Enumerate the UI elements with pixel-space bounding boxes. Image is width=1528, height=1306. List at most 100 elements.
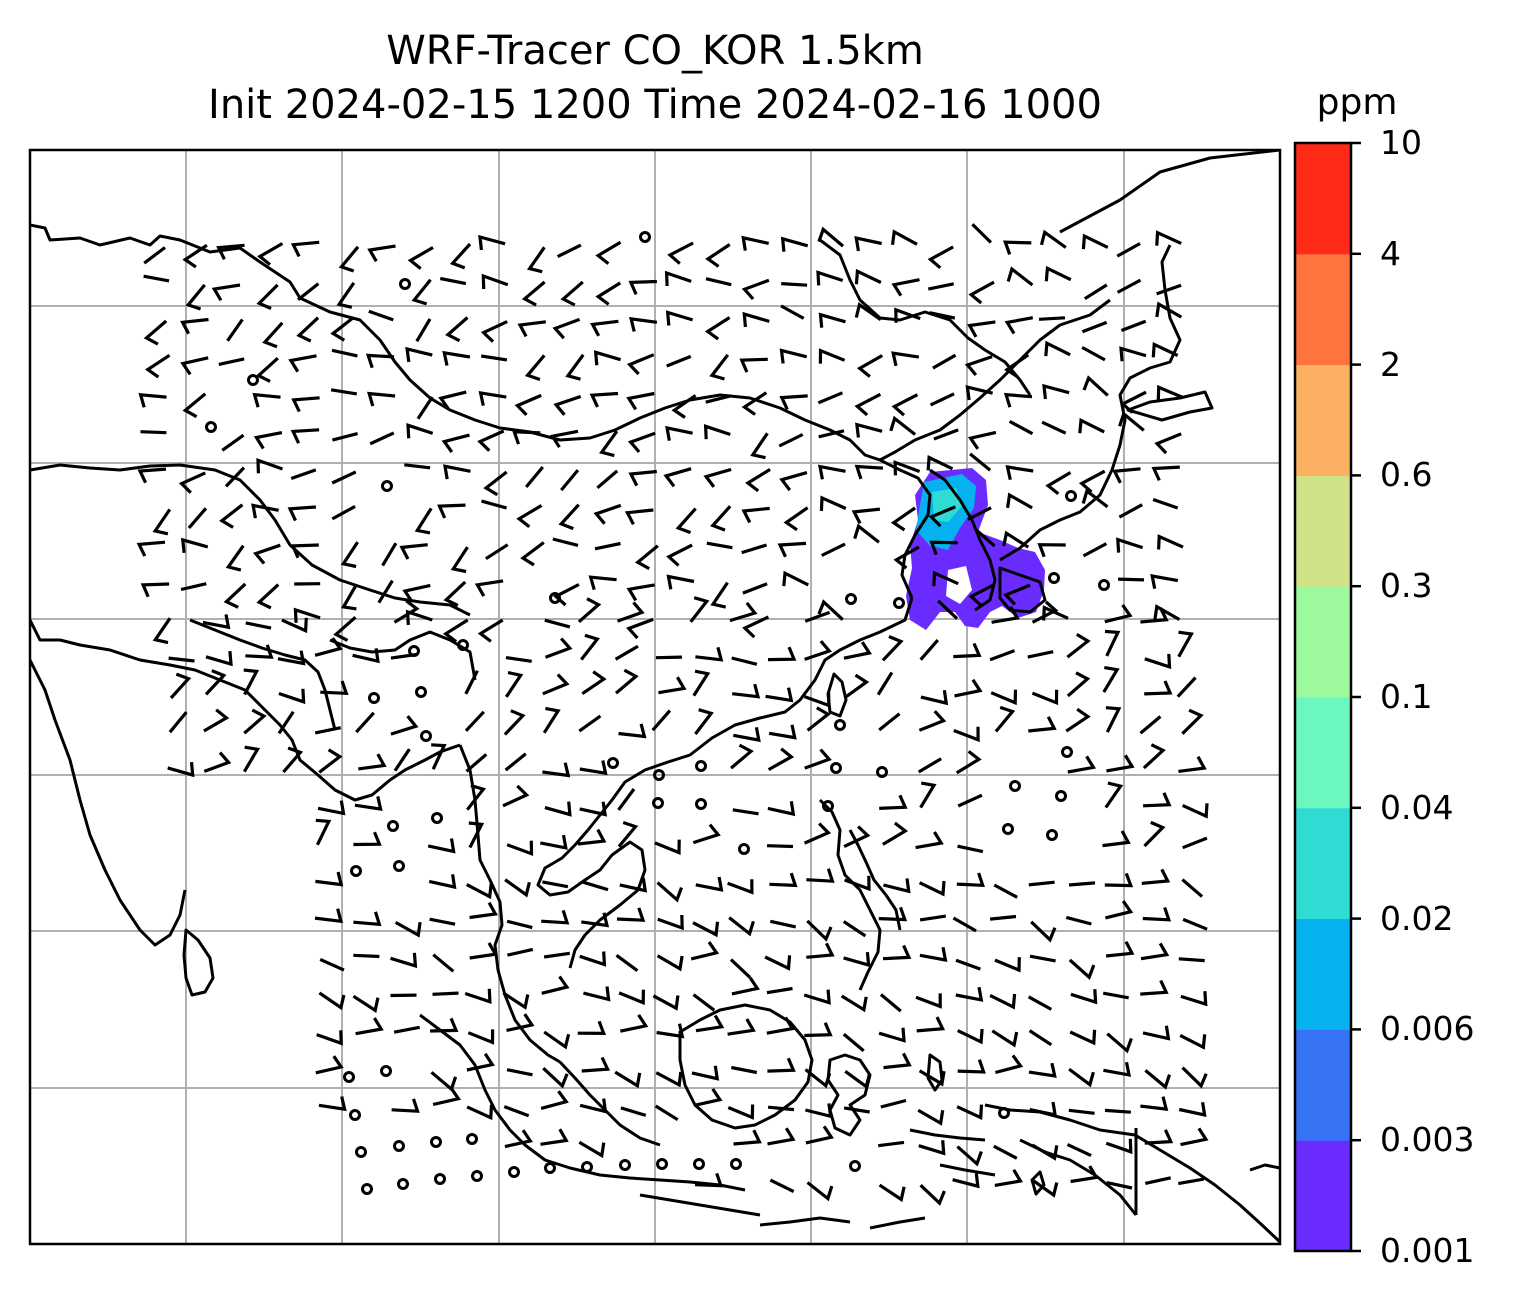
wind-barb [965,384,993,401]
wind-barb [741,543,768,555]
wind-barb [580,633,600,661]
wind-barb [502,991,530,1010]
wind-barb [1120,319,1147,332]
wind-barb [956,1104,984,1121]
wind-barb [1106,1032,1133,1054]
wind-barb [466,1104,494,1121]
wind-barb [993,883,1018,899]
wind-barb [368,309,394,322]
wind-barb [803,692,831,708]
wind-barb [767,800,796,817]
wind-barb [1003,583,1031,606]
wind-barb [514,393,542,417]
calm-wind-marker [393,860,405,872]
wind-barb [506,1068,533,1077]
wind-barb [255,357,279,383]
wind-barb [1140,942,1170,961]
wind-barb [663,467,692,488]
wind-barb [614,644,639,661]
wind-barb [655,1071,683,1088]
wind-barb [818,429,845,439]
wind-barb [1003,392,1033,408]
wind-barb [806,1181,834,1202]
wind-barb [427,838,456,854]
wind-barb [468,821,485,849]
wind-barb [665,425,693,441]
wind-barb [1104,629,1121,657]
wind-barb [178,471,206,494]
wind-barb [974,527,996,548]
wind-barb [464,669,479,695]
wind-barb [971,223,993,244]
wind-barb [467,1029,495,1045]
calm-wind-marker [695,798,707,810]
wind-barb [891,393,919,417]
wind-barb [466,1052,495,1072]
wind-barb [180,582,207,592]
wind-barb [318,991,346,1011]
wind-barb [352,994,380,1014]
wind-barb [1141,868,1171,885]
wind-barb [919,639,940,661]
wind-barb [243,708,267,735]
wind-barb [414,507,433,535]
wind-barb [583,986,611,1002]
calm-wind-marker [1048,572,1060,584]
calm-wind-marker [693,1158,705,1170]
wind-barb [626,583,655,602]
wind-barb [137,467,167,484]
calm-wind-marker [619,1159,631,1171]
wind-barb [293,607,321,623]
wind-barb [614,1070,642,1089]
wind-barb [504,670,524,698]
calm-wind-marker [399,278,411,290]
wind-barb [143,274,170,283]
wind-barb [1179,1033,1207,1050]
wind-barb [854,302,882,322]
wind-barb [577,828,607,846]
wind-barb [994,705,1016,733]
wind-barb [1102,666,1120,693]
wind-barb [1143,792,1172,808]
wind-barb [894,307,921,323]
wind-barb [1155,230,1182,246]
wind-barb [180,356,209,376]
wind-barb [878,906,908,922]
wind-barb [954,678,983,698]
wind-barb [1044,265,1072,282]
wind-barb [182,392,207,419]
wind-barb [840,994,868,1013]
colorbar-segment [1295,1029,1351,1141]
calm-wind-marker [361,1183,373,1195]
plume-gap [946,566,972,604]
wind-barbs [136,223,1209,1206]
wind-barb [429,917,456,926]
wind-barb [879,993,902,1013]
wind-barb [391,1098,420,1113]
wind-barb [315,1055,344,1075]
wind-barb [140,582,170,598]
wind-barb [919,781,937,809]
wind-barb [691,1065,720,1081]
calm-wind-marker [393,1140,405,1152]
wind-barb [956,1145,983,1167]
colorbar-tick-label: 0.006 [1380,1009,1475,1049]
wind-barb [692,921,720,938]
wind-barb [443,580,467,607]
wind-barb [1068,1108,1095,1115]
wind-barb [765,687,794,703]
calm-wind-marker [1009,780,1021,792]
wind-barb [1082,375,1109,397]
wind-barb [967,320,996,338]
wind-barb [1070,989,1098,1005]
calm-wind-marker [350,865,362,877]
wind-barb [144,353,171,379]
calm-wind-marker [893,597,905,609]
wind-barb [952,1173,980,1189]
calm-wind-marker [845,593,857,605]
wind-barb [989,649,1016,662]
wind-barb [287,505,317,522]
wind-barb [245,644,274,659]
wind-barb [883,1052,912,1070]
wind-barb [1005,465,1034,481]
